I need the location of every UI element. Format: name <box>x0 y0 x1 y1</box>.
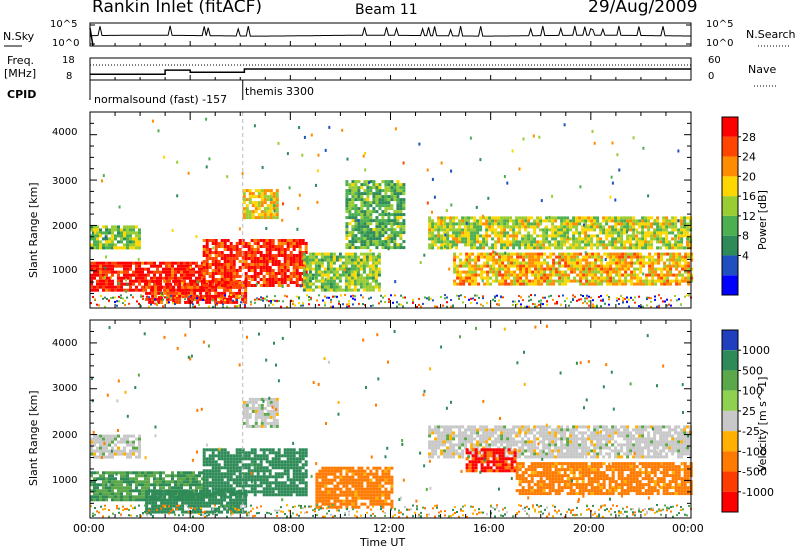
xtick-2400: 00:00 <box>672 522 704 535</box>
power-ytick-4000: 4000 <box>52 127 78 138</box>
velocity-colorbar-tick-2: 100 <box>742 385 763 398</box>
velocity-ytick-4000: 4000 <box>52 338 78 349</box>
power-region-4 <box>242 189 279 220</box>
velocity-colorbar-swatch-1 <box>722 350 738 371</box>
power-near-range-scatter <box>90 294 692 308</box>
chart-title: Rankin Inlet (fitACF) <box>92 0 263 17</box>
velocity-colorbar-tick-6: -500 <box>742 466 767 479</box>
velocity-colorbar-swatch-8 <box>722 491 738 512</box>
power-colorbar-swatch-7 <box>722 136 738 157</box>
velocity-region-2 <box>202 448 308 497</box>
power-colorbar-swatch-1 <box>722 255 738 276</box>
freq-label: Freq. <box>7 54 35 67</box>
freq-unit-label: [MHz] <box>4 67 37 80</box>
freq-right-tick-high: 60 <box>708 55 721 66</box>
freq-left-tick-low: 8 <box>66 71 73 82</box>
velocity-ytick-2000: 2000 <box>52 430 78 441</box>
noise-start-spike <box>89 27 94 47</box>
power-colorbar-tick-6: 4 <box>742 249 749 262</box>
velocity-ytick-3000: 3000 <box>52 383 78 394</box>
power-region-3 <box>90 225 141 250</box>
power-ytick-1000: 1000 <box>52 265 78 276</box>
velocity-colorbar-tick-4: -25 <box>742 425 760 438</box>
velocity-colorbar-tick-5: -100 <box>742 445 767 458</box>
velocity-colorbar-swatch-4 <box>722 410 738 432</box>
velocity-colorbar-tick-7: -1000 <box>742 486 774 499</box>
velocity-region-7 <box>465 448 517 473</box>
cpid-mode-normalsound: normalsound (fast) -157 <box>94 93 228 106</box>
power-colorbar-swatch-6 <box>722 156 738 177</box>
noise-right-tick-high: 10^5 <box>706 19 734 30</box>
velocity-region-8 <box>515 462 693 496</box>
power-colorbar-swatch-8 <box>722 117 738 137</box>
power-colorbar-tick-5: 8 <box>742 230 749 243</box>
power-ytick-3000: 3000 <box>52 176 78 187</box>
velocity-near-range-scatter <box>90 504 692 518</box>
velocity-colorbar-swatch-2 <box>722 370 738 391</box>
cpid-label: CPID <box>7 88 37 101</box>
power-colorbar-swatch-4 <box>722 196 738 216</box>
velocity-colorbar-swatch-5 <box>722 431 738 452</box>
power-colorbar-frame <box>721 116 739 296</box>
power-colorbar-tick-3: 16 <box>742 190 756 203</box>
xtick-2000: 20:00 <box>573 522 605 535</box>
velocity-ytick-1000: 1000 <box>52 475 78 486</box>
power-colorbar-tick-2: 20 <box>742 170 756 183</box>
beam-label: Beam 11 <box>355 2 418 18</box>
power-colorbar-swatch-0 <box>722 275 738 295</box>
velocity-sparse-echoes <box>91 324 692 503</box>
freq-right-tick-low: 0 <box>708 71 715 82</box>
power-region-8 <box>302 252 381 292</box>
nsky-series-line <box>90 25 691 37</box>
velocity-colorbar-swatch-3 <box>722 390 738 411</box>
velocity-colorbar-swatch-6 <box>722 451 738 472</box>
noise-right-tick-low: 10^0 <box>706 38 734 49</box>
xtick-0400: 04:00 <box>173 522 205 535</box>
noise-left-tick-low: 10^0 <box>52 38 80 49</box>
velocity-region-4 <box>242 397 279 428</box>
date-label: 29/Aug/2009 <box>588 0 698 17</box>
xtick-1200: 12:00 <box>373 522 405 535</box>
velocity-region-5 <box>315 466 394 509</box>
power-colorbar-swatch-5 <box>722 176 738 197</box>
power-region-6 <box>428 216 693 250</box>
velocity-colorbar-swatch-7 <box>722 471 738 492</box>
velocity-region-3 <box>90 434 141 459</box>
power-region-5 <box>345 180 406 250</box>
xtick-1600: 16:00 <box>473 522 505 535</box>
power-region-2 <box>202 239 308 287</box>
nsky-label: N.Sky <box>3 30 35 43</box>
velocity-colorbar-swatch-0 <box>722 330 738 351</box>
x-axis-title: Time UT <box>360 536 406 549</box>
freq-left-tick-high: 18 <box>62 55 75 66</box>
velocity-colorbar-frame <box>721 329 739 513</box>
power-colorbar-swatch-3 <box>722 215 738 236</box>
cpid-mode-themis: themis 3300 <box>245 85 315 98</box>
velocity-colorbar-tick-0: 1000 <box>742 344 770 357</box>
power-colorbar-tick-4: 12 <box>742 210 756 223</box>
velocity-colorbar-tick-1: 500 <box>742 364 763 377</box>
nave-label: Nave <box>748 63 777 76</box>
noise-left-tick-high: 10^5 <box>50 19 78 30</box>
power-colorbar-tick-0: 28 <box>742 131 756 144</box>
power-colorbar-swatch-2 <box>722 235 738 256</box>
xtick-0800: 08:00 <box>273 522 305 535</box>
freq-series-line <box>90 68 691 76</box>
xtick-0000: 00:00 <box>73 522 105 535</box>
power-colorbar-tick-1: 24 <box>742 151 756 164</box>
nsearch-label: N.Search <box>746 28 796 41</box>
velocity-colorbar-tick-3: 25 <box>742 405 756 418</box>
power-region-7 <box>453 252 694 286</box>
power-sparse-echoes <box>91 117 680 295</box>
power-ytick-2000: 2000 <box>52 221 78 232</box>
